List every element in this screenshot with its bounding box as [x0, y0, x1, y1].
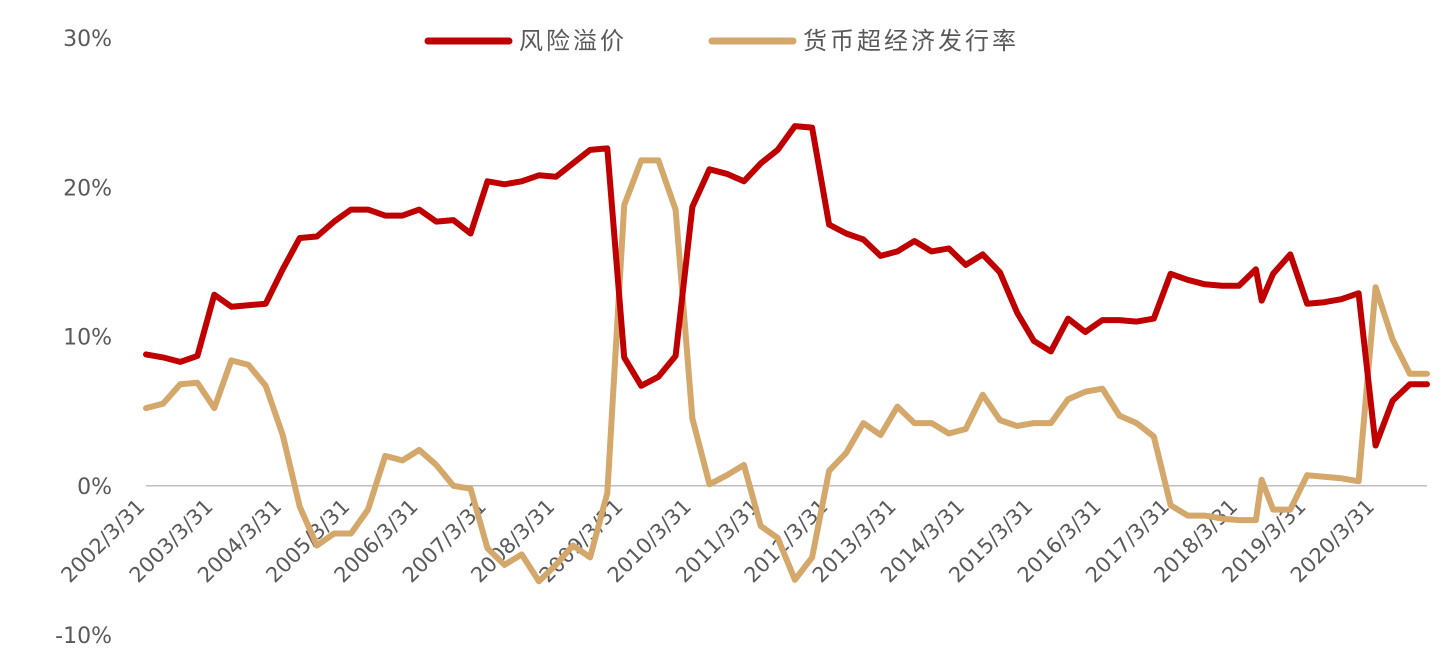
y-axis: -10% 0% 10% 20% 30%	[55, 27, 112, 649]
y-tick-label: 0%	[77, 475, 112, 500]
series-line-money-overissuance-rate	[143, 157, 1430, 585]
legend-item-risk-premium: 风险溢价	[424, 27, 627, 55]
legend-item-money-overissuance-rate: 货币超经济发行率	[708, 27, 1019, 55]
y-tick-label: -10%	[55, 624, 112, 649]
legend: 风险溢价 货币超经济发行率	[424, 27, 1019, 55]
series-layer	[143, 123, 1430, 585]
legend-label-risk-premium: 风险溢价	[519, 27, 627, 55]
y-tick-label: 30%	[63, 27, 112, 52]
y-tick-label: 10%	[63, 326, 112, 351]
legend-label-money-overissuance-rate: 货币超经济发行率	[803, 27, 1019, 55]
series-line-risk-premium	[143, 123, 1430, 449]
y-tick-label: 20%	[63, 176, 112, 201]
